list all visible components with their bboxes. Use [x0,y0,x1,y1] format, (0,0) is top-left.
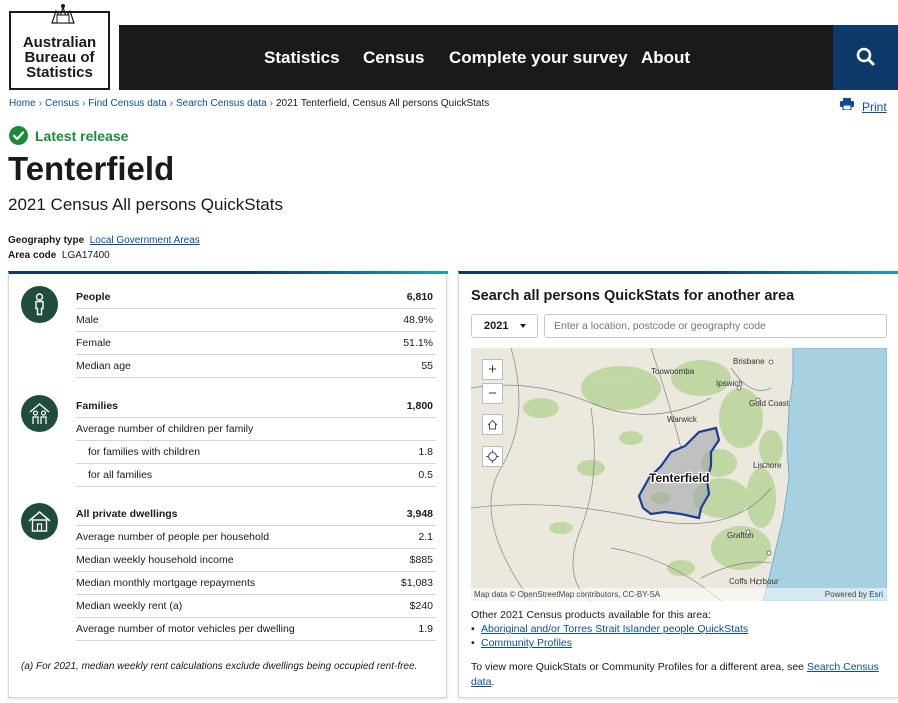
breadcrumb-census[interactable]: Census [45,98,79,109]
table-row: for all families 0.5 [76,464,436,487]
table-row: for families with children 1.8 [76,441,436,464]
search-census-data-link[interactable]: Search Census data [471,661,879,688]
breadcrumb-separator: › [81,98,86,109]
list-item: Community Profiles [471,636,748,650]
search-icon [856,47,875,66]
map-label-brisbane: Brisbane [733,357,765,366]
table-row: Average number of children per family [76,418,436,441]
quickstats-summary-card: People 6,810 Male 48.9% Female 51.1% Median… [8,271,448,698]
map-label-gold-coast: Gold Coast [749,399,790,408]
powered-by: Powered by Esri [824,590,883,599]
breadcrumb-separator: › [269,98,273,109]
year-select[interactable]: 2021 [471,314,538,338]
other-products: Other 2021 Census products available for… [471,608,748,650]
breadcrumb-separator: › [38,98,43,109]
more-info-text: To view more QuickStats or Community Pro… [471,661,879,688]
table-row: Median weekly rent (a) $240 [76,595,436,618]
nav-census[interactable]: Census [363,48,425,67]
site-header: Australian Bureau of Statistics Statisti… [0,0,898,92]
map-label-ipswich: Ipswich [716,379,743,388]
area-code-label: Area code [8,250,57,261]
area-code-value: LGA17400 [61,250,110,261]
map-label-grafton: Grafton [727,531,754,540]
map-label-warwick: Warwick [667,415,698,424]
logo-text: Australian Bureau of Statistics [22,34,97,81]
table-row: Families 1,800 [76,395,436,418]
community-profiles-link[interactable]: Community Profiles [481,637,573,649]
breadcrumb-find-census-data[interactable]: Find Census data [88,98,167,109]
caret-down-icon [520,324,526,328]
house-icon [21,503,58,540]
table-row: Median weekly household income $885 [76,549,436,572]
table-row: Average number of motor vehicles per dwe… [76,618,436,641]
search-button[interactable] [833,25,898,90]
locate-button[interactable] [482,446,503,467]
breadcrumb-home[interactable]: Home [9,98,36,109]
table-row: Average number of people per household 2.… [76,526,436,549]
abs-logo[interactable]: Australian Bureau of Statistics [9,4,110,90]
map-attribution: Map data © OpenStreetMap contributors, C… [471,588,887,601]
table-row: Median monthly mortgage repayments $1,083 [76,572,436,595]
breadcrumb-search-census-data[interactable]: Search Census data [176,98,267,109]
nav-complete-survey[interactable]: Complete your survey [449,48,628,67]
main-nav: Statistics Census Complete your survey A… [119,25,833,90]
print-label[interactable]: Print [862,100,887,114]
zoom-out-button[interactable]: − [482,383,503,404]
table-row: People 6,810 [76,286,436,309]
location-search-input[interactable] [544,314,887,338]
card-accent-line [9,271,448,274]
page-title: Tenterfield [8,150,175,187]
geography-type-link[interactable]: Local Government Areas [89,235,200,246]
zoom-in-button[interactable]: + [482,359,503,380]
area-map[interactable]: Toowoomba Brisbane Ipswich Gold Coast Wa… [471,348,887,601]
year-select-value: 2021 [484,320,509,332]
card-accent-line [459,271,898,274]
rent-footnote: (a) For 2021, median weekly rent calcula… [21,661,418,672]
family-icon [21,395,58,432]
map-attribution-text: Map data © OpenStreetMap contributors, C… [474,590,661,599]
more-info-label: To view more QuickStats or Community Pro… [471,661,805,673]
locate-icon [486,450,499,463]
check-circle-icon [9,126,28,145]
search-panel-title: Search all persons QuickStats for anothe… [471,288,795,304]
geography-type-label: Geography type [8,235,85,246]
map-label-lismore: Lismore [753,461,782,470]
table-row: Median age 55 [76,355,436,378]
nav-about[interactable]: About [641,48,691,67]
map-label-coffs-harbour: Coffs Harbour [729,577,779,586]
breadcrumb: Home › Census › Find Census data › Search Cens… [9,98,489,109]
latest-release-label: Latest release [35,128,129,144]
nav-statistics[interactable]: Statistics [264,48,340,67]
home-icon [487,419,498,430]
atsi-quickstats-link[interactable]: Aboriginal and/or Torres Strait Islander… [481,623,749,635]
person-icon [21,286,58,323]
breadcrumb-current: 2021 Tenterfield, Census All persons Qui… [275,98,490,109]
printer-icon [840,98,854,110]
breadcrumb-separator: › [169,98,174,109]
other-products-intro: Other 2021 Census products available for… [471,609,711,621]
list-item: Aboriginal and/or Torres Strait Islander… [471,622,748,636]
coat-of-arms-icon [51,4,75,24]
esri-link[interactable]: Esri [869,590,883,599]
map-canvas: Toowoomba Brisbane Ipswich Gold Coast Wa… [471,348,887,601]
table-row: All private dwellings 3,948 [76,503,436,526]
page-subtitle: 2021 Census All persons QuickStats [8,195,283,214]
map-label-tenterfield: Tenterfield [649,471,709,485]
geography-info: Geography type Local Government Areas Ar… [8,233,200,263]
table-row: Male 48.9% [76,309,436,332]
map-label-toowoomba: Toowoomba [651,367,695,376]
home-button[interactable] [482,414,503,435]
table-row: Female 51.1% [76,332,436,355]
area-search-card: Search all persons QuickStats for anothe… [458,271,898,698]
